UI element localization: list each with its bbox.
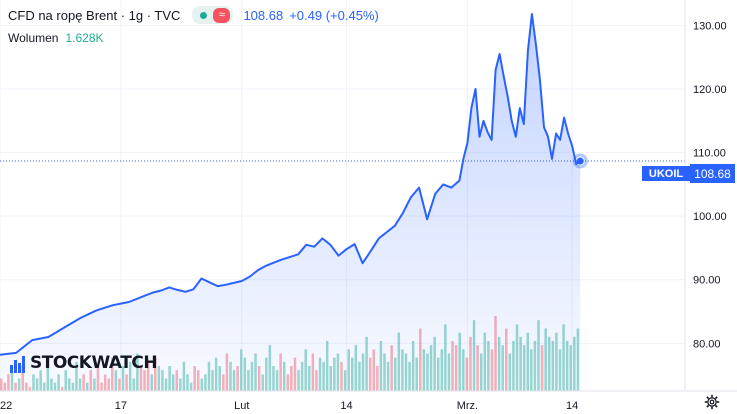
- ticker-tag: UKOIL: [642, 166, 690, 181]
- gear-icon[interactable]: [704, 394, 720, 410]
- y-tick-label: 110.00: [693, 148, 726, 160]
- price-area: [0, 14, 581, 391]
- y-tick-label: 80.00: [693, 338, 721, 350]
- time-axis: 22 17 Lut 14 Mrz. 14: [0, 400, 578, 412]
- x-tick-label: 22: [0, 400, 12, 412]
- volume-label: Wolumen: [8, 31, 59, 45]
- price-line: [0, 13, 581, 356]
- stockwatch-logo: STOCKWATCH: [10, 352, 158, 374]
- y-tick-label: 120.00: [693, 84, 727, 96]
- x-tick-label: Lut: [234, 400, 249, 412]
- price-axis: 80.00 90.00 100.00 110.00 120.00 130.00: [693, 20, 727, 350]
- legend-change: +0.49 (+0.45%): [289, 7, 379, 23]
- price-tag: 108.68: [690, 164, 735, 183]
- last-price-ring: [572, 153, 588, 169]
- y-tick-label: 130.00: [693, 20, 727, 32]
- wave-icon: ≈: [213, 7, 231, 23]
- volume-legend: Wolumen 1.628K: [8, 31, 104, 45]
- symbol-title[interactable]: CFD na ropę Brent · 1g · TVC: [8, 7, 181, 23]
- x-tick-label: 14: [340, 400, 352, 412]
- last-price-marker: [576, 157, 584, 165]
- y-tick-label: 90.00: [693, 275, 721, 287]
- chart-legend: CFD na ropę Brent · 1g · TVC ≈ 108.68 +0…: [8, 6, 385, 24]
- bars-icon: [10, 354, 27, 373]
- logo-text: STOCKWATCH: [30, 353, 158, 373]
- x-tick-label: 14: [566, 400, 578, 412]
- volume-value: 1.628K: [65, 31, 104, 45]
- legend-price: 108.68: [243, 7, 284, 23]
- x-tick-label: 17: [115, 400, 127, 412]
- status-pill[interactable]: ≈: [192, 6, 234, 24]
- green-dot-icon: [200, 11, 208, 19]
- x-tick-label: Mrz.: [457, 400, 478, 412]
- y-tick-label: 100.00: [693, 211, 727, 223]
